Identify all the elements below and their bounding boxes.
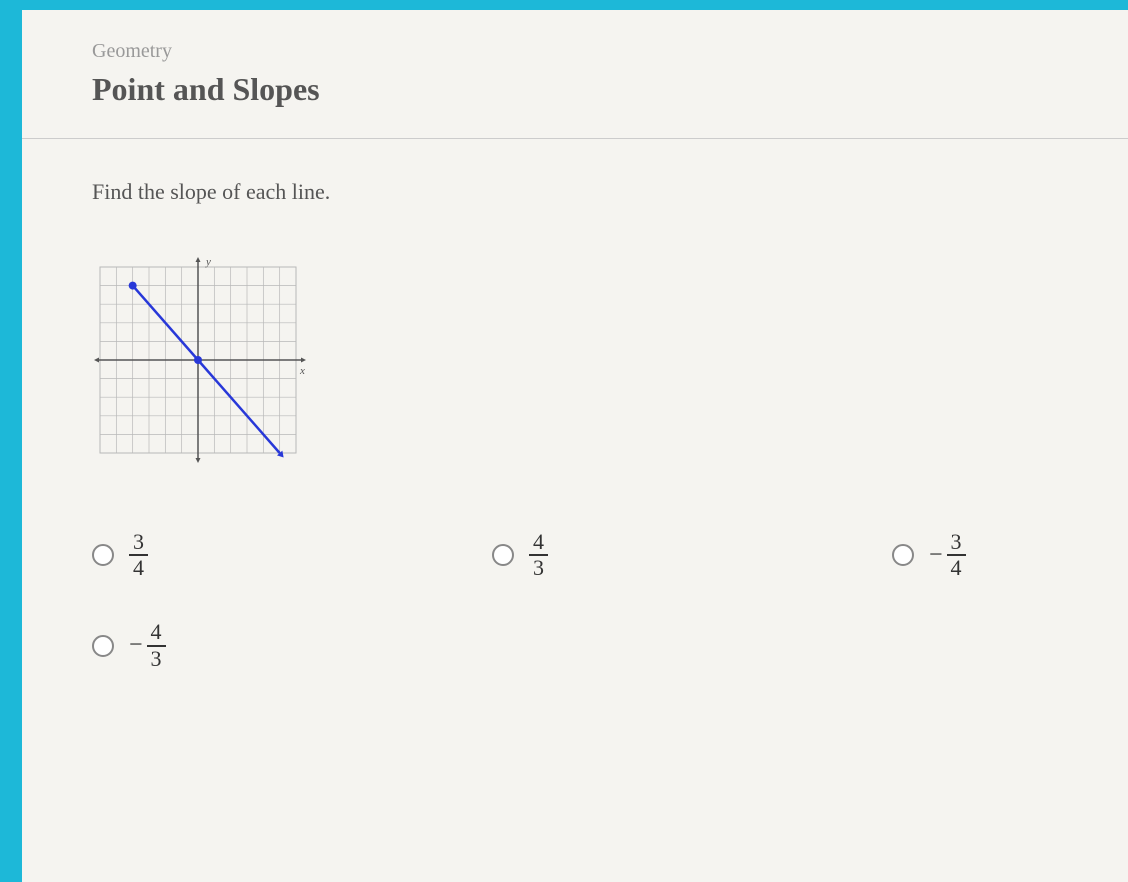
content-area: Geometry Point and Slopes Find the slope… xyxy=(22,10,1128,671)
chart-svg: yx xyxy=(92,255,312,465)
page-title: Point and Slopes xyxy=(92,71,1128,108)
radio-icon[interactable] xyxy=(492,544,514,566)
slope-chart: yx xyxy=(92,255,1128,470)
main-panel: Geometry Point and Slopes Find the slope… xyxy=(0,0,1128,882)
answer-options: 3 4 4 3 xyxy=(92,530,1042,671)
option-b[interactable]: 4 3 xyxy=(492,530,612,580)
option-d[interactable]: − 4 3 xyxy=(92,620,1042,670)
option-c[interactable]: − 3 4 xyxy=(892,530,1012,580)
option-a-value: 3 4 xyxy=(129,530,148,580)
question-text: Find the slope of each line. xyxy=(92,179,1128,205)
radio-icon[interactable] xyxy=(92,544,114,566)
option-d-value: − 4 3 xyxy=(129,620,166,670)
header-divider xyxy=(22,138,1128,139)
svg-text:x: x xyxy=(299,365,305,377)
svg-text:y: y xyxy=(205,256,211,268)
option-b-value: 4 3 xyxy=(529,530,548,580)
radio-icon[interactable] xyxy=(92,635,114,657)
option-a[interactable]: 3 4 xyxy=(92,530,212,580)
option-c-value: − 3 4 xyxy=(929,530,966,580)
app-frame: Geometry Point and Slopes Find the slope… xyxy=(0,0,1128,882)
category-label: Geometry xyxy=(92,40,1128,63)
radio-icon[interactable] xyxy=(892,544,914,566)
